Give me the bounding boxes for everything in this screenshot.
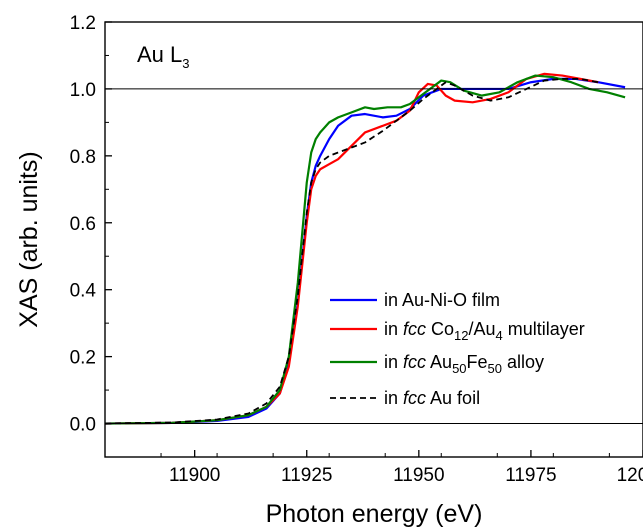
x-tick-label: 11975 — [505, 465, 556, 486]
series-line-2 — [104, 74, 626, 425]
y-tick-label: 0.4 — [70, 281, 97, 302]
x-tick-label: 11900 — [169, 465, 220, 486]
edge-annotation: Au L3 — [137, 42, 190, 71]
series-layer — [104, 72, 626, 425]
y-axis-title: XAS (arb. units) — [15, 151, 43, 327]
series-line-0 — [104, 77, 626, 425]
y-tick-label: 0.2 — [70, 348, 96, 369]
series-line-1 — [104, 72, 599, 425]
x-tick-label: 11925 — [281, 465, 332, 486]
legend-label-3: in fcc Au foil — [384, 388, 480, 408]
legend: in Au-Ni-O film in fcc Co12/Au4 multilaye… — [330, 290, 585, 408]
annotation-main: Au L — [137, 42, 182, 67]
x-axis-title: Photon energy (eV) — [266, 500, 483, 528]
legend-label-1: in fcc Co12/Au4 multilayer — [384, 319, 585, 343]
legend-label-0: in Au-Ni-O film — [384, 290, 500, 310]
y-tick-label: 1.0 — [70, 80, 96, 101]
axis-ticks: 11900 11925 11950 11975 12000 0.0 0.2 0.4 0.6 0.8… — [70, 13, 643, 486]
y-tick-label: 0.6 — [70, 214, 96, 235]
y-tick-label: 0.8 — [70, 147, 96, 168]
plot-frame — [104, 21, 643, 458]
y-tick-label: 1.2 — [70, 13, 96, 34]
y-tick-label: 0.0 — [70, 415, 96, 436]
legend-label-2: in fcc Au50Fe50 alloy — [384, 352, 544, 376]
annotation-sub: 3 — [182, 56, 189, 71]
reference-lines — [105, 88, 643, 425]
x-tick-label: 11950 — [393, 465, 444, 486]
series-line-3 — [104, 77, 599, 425]
x-tick-label: 12000 — [617, 465, 643, 486]
